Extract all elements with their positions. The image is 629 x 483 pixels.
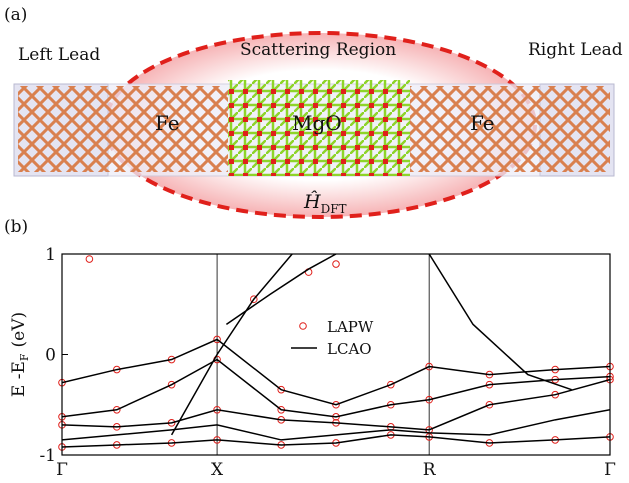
- band-line: [62, 434, 610, 448]
- label: ĤDFT: [303, 190, 347, 216]
- band-line: [62, 378, 610, 431]
- legend-box: [282, 311, 392, 363]
- panel-b: (b) -1 0 1 Γ X R Γ E -EF (eV) LAPW LCAO: [4, 217, 616, 480]
- band-line: [62, 338, 610, 406]
- label: MgO: [292, 111, 342, 135]
- y-tick-label: 1: [45, 245, 56, 265]
- lapw-point: [213, 335, 221, 344]
- plot-frame: [61, 253, 611, 456]
- lapw-point: [387, 380, 395, 389]
- band-line: [62, 358, 610, 418]
- lapw-point: [332, 260, 340, 268]
- lapw-point: [167, 380, 176, 389]
- y-axis-label: E -E: [9, 361, 29, 397]
- x-tick-label: Γ: [604, 460, 616, 479]
- label: Right Lead: [528, 40, 623, 60]
- y-axis-label: E -EF (eV): [9, 312, 31, 397]
- label: Fe: [155, 111, 180, 135]
- label: DFT: [321, 202, 347, 216]
- y-tick-label: -1: [39, 446, 56, 466]
- band-line: [428, 254, 572, 391]
- label: Left Lead: [18, 45, 100, 65]
- label: Ĥ: [303, 190, 321, 213]
- x-tick-label: R: [423, 460, 437, 479]
- x-tick-label: X: [211, 460, 224, 479]
- lapw-point: [277, 385, 286, 394]
- band-line: [225, 254, 337, 325]
- y-tick-label: 0: [45, 346, 56, 366]
- legend-marker: [299, 322, 307, 330]
- label: Scattering Region: [240, 40, 396, 60]
- lapw-point: [85, 255, 94, 263]
- band-line: [170, 254, 293, 436]
- legend-label: LCAO: [327, 340, 372, 358]
- y-axis-label: F: [18, 353, 31, 361]
- label: Fe: [470, 111, 495, 135]
- lapw-point: [332, 400, 340, 409]
- legend-label: LAPW: [327, 318, 374, 336]
- fe-lattice: [18, 86, 228, 172]
- fe-lattice: [410, 86, 610, 172]
- panel-label: (a): [4, 5, 27, 25]
- x-tick-label: Γ: [56, 460, 68, 479]
- mgo-lattice: [228, 80, 410, 176]
- lapw-point: [250, 295, 258, 304]
- panel-label: (b): [4, 217, 28, 237]
- band-line: [62, 409, 610, 441]
- y-axis-label: (eV): [9, 312, 29, 348]
- panel-a: (a) Left Lead Scattering Region Right Le…: [4, 5, 623, 219]
